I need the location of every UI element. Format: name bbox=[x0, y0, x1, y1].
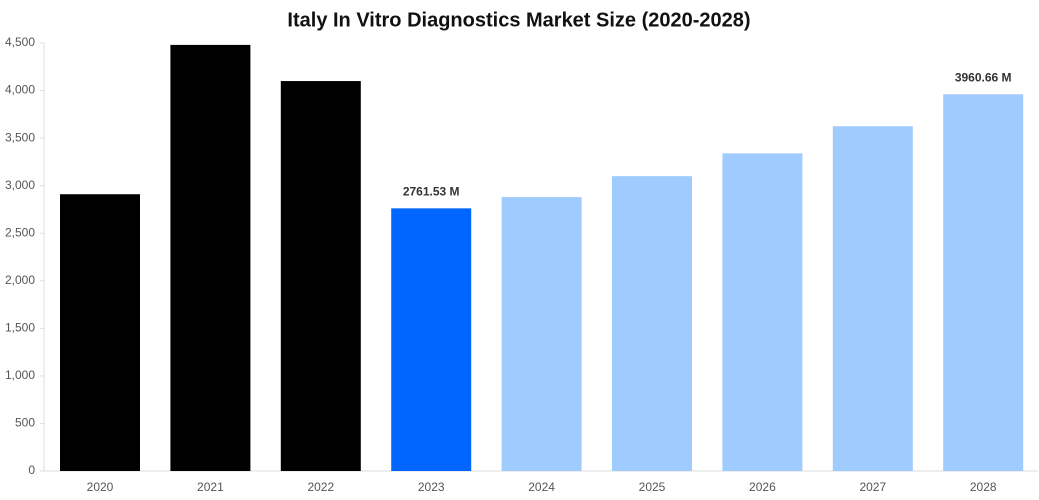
bar bbox=[832, 126, 913, 471]
bar bbox=[170, 44, 251, 471]
y-tick-label: 4,500 bbox=[5, 35, 35, 49]
y-tick-label: 1,000 bbox=[5, 368, 35, 382]
y-tick-label: 500 bbox=[15, 416, 35, 430]
bar bbox=[60, 194, 140, 471]
x-tick-label: 2023 bbox=[418, 480, 445, 494]
x-tick-label: 2022 bbox=[307, 480, 334, 494]
y-tick-label: 1,500 bbox=[5, 321, 35, 335]
bar bbox=[501, 197, 582, 471]
y-tick-label: 3,000 bbox=[5, 178, 35, 192]
x-tick-label: 2021 bbox=[197, 480, 224, 494]
y-tick-label: 0 bbox=[28, 463, 35, 477]
chart-title: Italy In Vitro Diagnostics Market Size (… bbox=[287, 9, 750, 31]
y-tick-label: 4,000 bbox=[5, 83, 35, 97]
bar bbox=[280, 81, 361, 472]
x-tick-label: 2025 bbox=[639, 480, 666, 494]
x-tick-label: 2028 bbox=[970, 480, 997, 494]
x-tick-label: 2026 bbox=[749, 480, 776, 494]
y-tick-label: 2,000 bbox=[5, 273, 35, 287]
bar bbox=[612, 176, 692, 471]
y-tick-label: 2,500 bbox=[5, 225, 35, 239]
x-tick-label: 2024 bbox=[528, 480, 555, 494]
value-label: 3960.66 M bbox=[955, 70, 1012, 84]
x-tick-label: 2027 bbox=[859, 480, 886, 494]
value-label: 2761.53 M bbox=[403, 185, 460, 199]
bar bbox=[391, 208, 472, 471]
x-tick-label: 2020 bbox=[87, 480, 114, 494]
bar bbox=[722, 153, 803, 471]
y-tick-label: 3,500 bbox=[5, 130, 35, 144]
bar bbox=[943, 94, 1024, 471]
